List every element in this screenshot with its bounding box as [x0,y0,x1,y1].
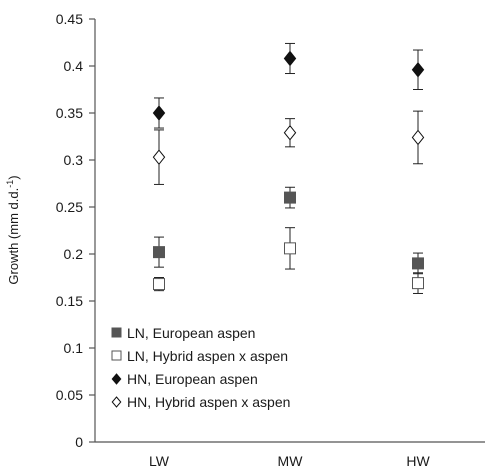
x-ticks: LW MW HW [149,453,430,469]
y-tick-label: 0.15 [56,293,83,309]
y-axis-label-close: ) [6,175,21,179]
y-tick-label: 0.05 [56,387,83,403]
y-tick-label: 0.2 [64,246,84,262]
data-point [152,105,166,121]
y-tick-label: 0.25 [56,199,83,215]
legend-marker [111,373,122,385]
y-ticks: 0 0.05 0.1 0.15 0.2 0.25 0.3 0.35 0.4 0.45 [56,11,95,450]
legend-label: LN, European aspen [127,325,255,341]
axes [94,19,485,443]
y-tick-label: 0.35 [56,105,83,121]
y-tick-label: 0.45 [56,11,83,27]
x-tick-label: MW [278,453,304,469]
data-point [412,277,424,290]
legend-marker [111,327,122,338]
legend: LN, European aspen LN, Hybrid aspen x asp… [111,325,290,410]
data-point [153,278,165,291]
x-tick-label: LW [149,453,170,469]
y-tick-label: 0.1 [64,340,84,356]
y-axis-label-main: Growth (mm d.d. [6,188,21,285]
data-points [152,42,425,294]
data-point [152,149,166,165]
y-tick-label: 0 [75,434,83,450]
data-point [411,129,425,146]
legend-label: HN, European aspen [127,371,258,387]
y-tick-label: 0.4 [64,58,84,74]
data-point [283,50,297,67]
data-point [411,61,425,78]
legend-marker [111,350,122,361]
x-tick-label: HW [406,453,430,469]
legend-label: LN, Hybrid aspen x aspen [127,348,288,364]
legend-marker [111,396,122,408]
data-point [283,124,297,141]
data-point [284,242,296,255]
y-axis-label-superscript: -1 [5,180,15,188]
y-tick-label: 0.3 [64,152,84,168]
data-point [284,191,296,204]
y-axis-label: Growth (mm d.d.-1) [5,175,21,284]
data-point [153,246,165,259]
data-point [412,257,424,270]
legend-label: HN, Hybrid aspen x aspen [127,394,290,410]
